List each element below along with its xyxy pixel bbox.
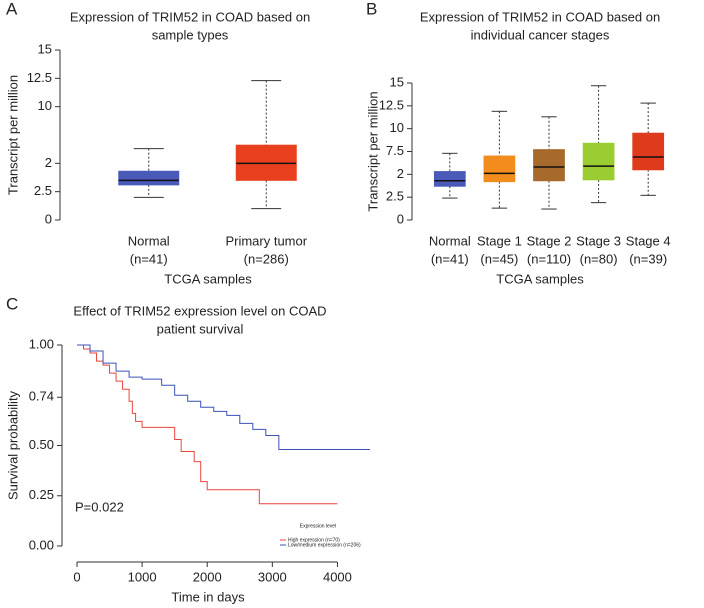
y-axis-label: Transcript per million [5, 75, 20, 195]
y-axis-label: Transcript per million [365, 91, 380, 211]
y-tick-label: 2.5 [34, 183, 52, 198]
chart-title: sample types [152, 27, 229, 42]
legend-label: High expression (n=70) [288, 537, 340, 543]
box [533, 149, 565, 182]
box [582, 142, 615, 181]
box [118, 170, 180, 186]
chart-title: Effect of TRIM52 expression level on COA… [73, 303, 326, 318]
panel-label: C [6, 294, 18, 313]
x-tick-note: (n=39) [629, 251, 667, 266]
box [483, 155, 516, 183]
chart-title: patient survival [157, 321, 244, 336]
chart-title: Expression of TRIM52 in COAD based on [420, 9, 660, 24]
x-tick-label: 3000 [258, 569, 287, 584]
y-tick-label: 0.00 [29, 537, 54, 552]
y-tick-label: 0.50 [29, 437, 54, 452]
box [433, 171, 466, 187]
y-tick-label: 7.5 [386, 143, 404, 158]
x-tick-note: (n=286) [244, 251, 289, 266]
y-tick-label: 0.25 [29, 487, 54, 502]
x-tick-label: Stage 2 [527, 233, 572, 248]
x-tick-label: Stage 3 [576, 233, 621, 248]
x-tick-label: 2000 [193, 569, 222, 584]
x-tick-label: Stage 1 [477, 233, 522, 248]
x-axis-label: TCGA samples [164, 271, 252, 286]
panel-label: A [6, 0, 18, 18]
chart-title: individual cancer stages [471, 27, 610, 42]
panel-label: B [366, 0, 377, 18]
x-tick-label: 0 [73, 569, 80, 584]
x-tick-label: Normal [128, 233, 170, 248]
legend-title: Expression level [300, 523, 336, 529]
y-tick-label: 12.5 [27, 70, 52, 85]
y-tick-label: 15 [38, 41, 52, 56]
y-tick-label: 0 [45, 211, 52, 226]
x-tick-label: Normal [429, 233, 471, 248]
x-tick-label: Primary tumor [225, 233, 307, 248]
x-tick-note: (n=45) [480, 251, 518, 266]
y-tick-label: 10 [390, 120, 404, 135]
y-tick-label: 2.5 [386, 189, 404, 204]
x-tick-note: (n=41) [130, 251, 168, 266]
survival-curve [77, 344, 370, 451]
y-axis-label: Survival probability [5, 390, 20, 500]
chart-title: Expression of TRIM52 in COAD based on [70, 9, 310, 24]
x-tick-note: (n=41) [431, 251, 469, 266]
y-tick-label: 2 [45, 155, 52, 170]
y-tick-label: 2 [397, 166, 404, 181]
y-tick-label: 15 [390, 74, 404, 89]
x-tick-label: 4000 [323, 569, 352, 584]
x-axis-label: Time in days [171, 589, 245, 604]
annotation: P=0.022 [75, 499, 124, 514]
x-tick-note: (n=110) [527, 251, 571, 266]
survival-curve [77, 344, 338, 505]
y-tick-label: 0.74 [29, 389, 54, 404]
y-tick-label: 0 [397, 211, 404, 226]
y-tick-label: 12.5 [379, 97, 404, 112]
box [632, 132, 665, 171]
x-tick-label: 1000 [128, 569, 157, 584]
x-tick-note: (n=80) [580, 251, 618, 266]
x-tick-label: Stage 4 [626, 233, 671, 248]
x-axis-label: TCGA samples [496, 271, 584, 286]
legend-label: Low/medium expression (n=206) [288, 542, 361, 548]
y-tick-label: 1.00 [29, 336, 54, 351]
y-tick-label: 10 [38, 98, 52, 113]
